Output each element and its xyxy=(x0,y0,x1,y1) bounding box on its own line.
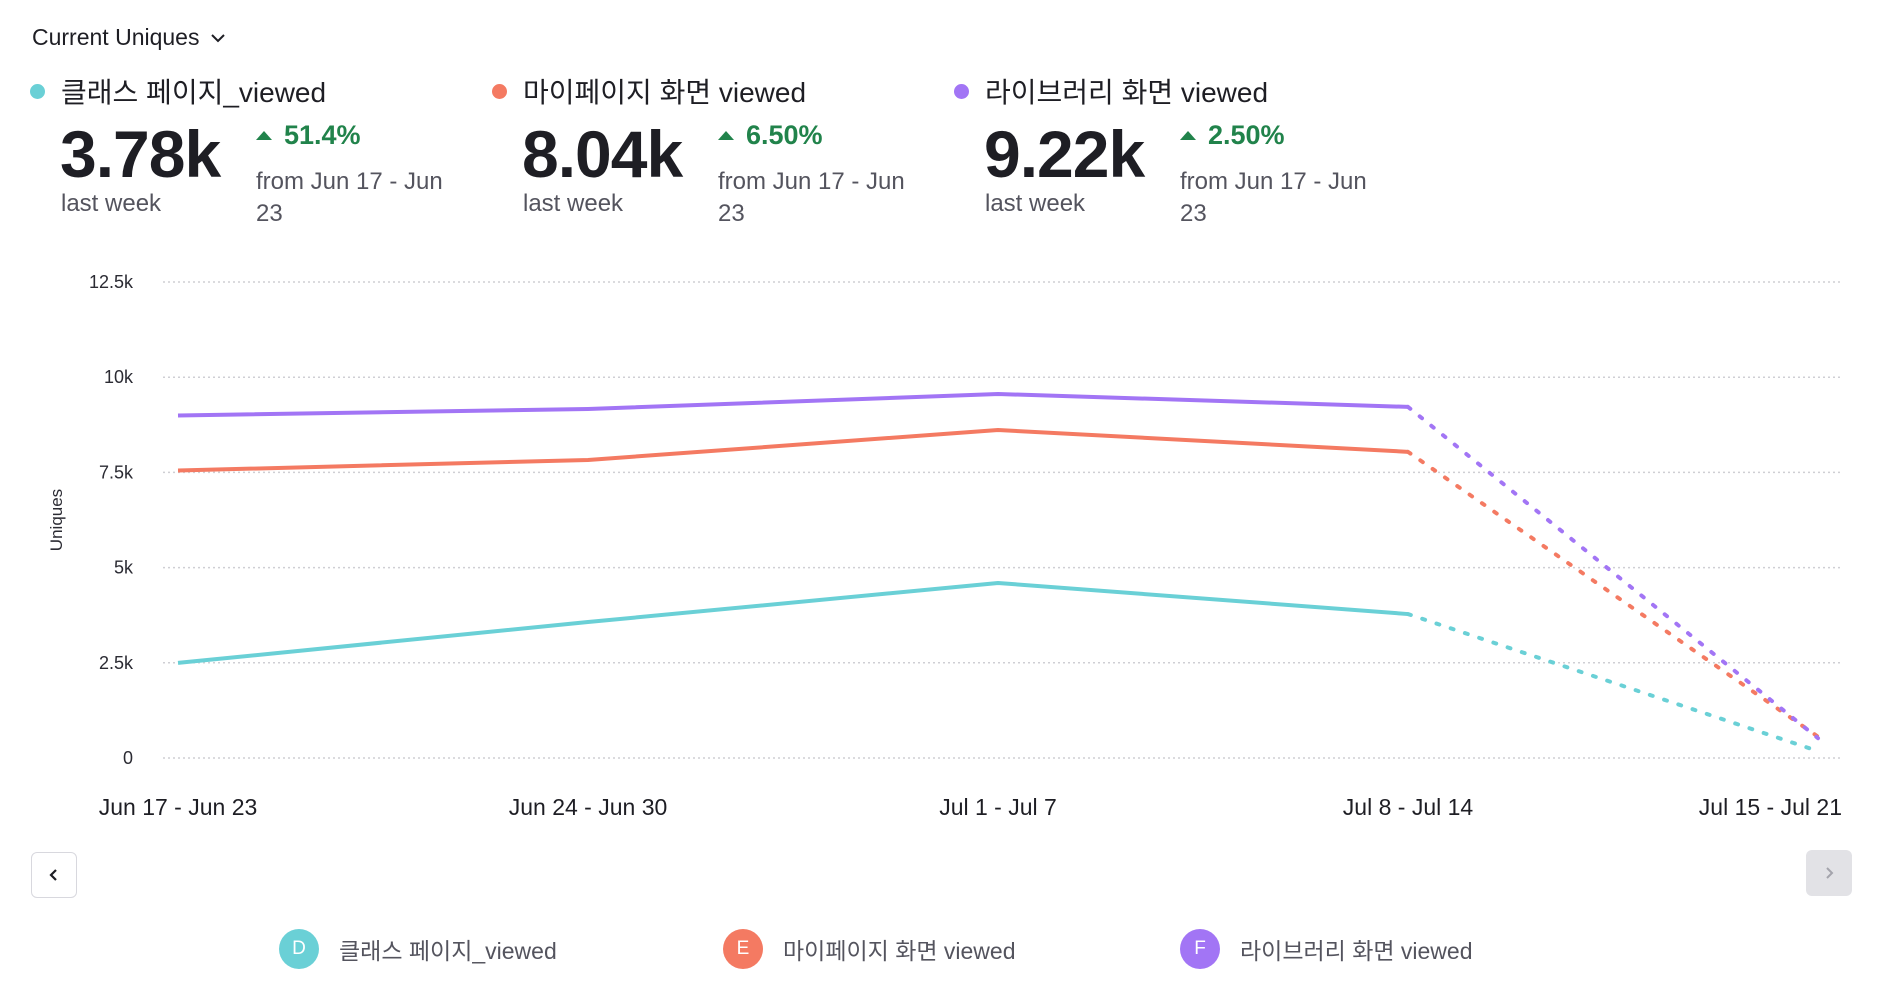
chevron-right-icon xyxy=(1826,867,1834,879)
series-f xyxy=(177,391,1820,741)
legend-item-class-page[interactable]: D 클래스 페이지_viewed xyxy=(279,929,557,969)
metric-selector-dropdown[interactable]: Current Uniques xyxy=(32,24,227,51)
y-tick-label: 7.5k xyxy=(99,462,134,482)
kpi-value: 9.22k xyxy=(984,117,1145,191)
chevron-left-icon xyxy=(49,869,57,881)
kpi-card-class-page: 클래스 페이지_viewed 3.78k last week 51.4% fro… xyxy=(28,68,468,264)
series-e xyxy=(177,428,1820,739)
y-axis-ticks: 0 2.5k 5k 7.5k 10k 12.5k xyxy=(89,272,134,768)
series-lines xyxy=(177,391,1820,754)
previous-page-button[interactable] xyxy=(31,852,77,898)
kpi-series-name: 라이브러리 화면 viewed xyxy=(985,77,1269,108)
line-chart: 0 2.5k 5k 7.5k 10k 12.5k Uniques Jun 17 - Jun… xyxy=(47,272,1842,820)
x-tick-label: Jun 24 - Jun 30 xyxy=(509,794,668,820)
kpi-delta-value: 6.50% xyxy=(746,120,823,150)
grid-lines xyxy=(163,281,1842,759)
kpi-delta-value: 2.50% xyxy=(1208,120,1285,150)
legend-label: 클래스 페이지_viewed xyxy=(339,938,557,964)
series-line-complete[interactable] xyxy=(177,428,1409,473)
kpi-comparison: from Jun 17 - Jun 23 xyxy=(718,168,905,227)
chevron-down-icon xyxy=(211,33,226,42)
legend-badge: E xyxy=(723,929,763,969)
series-line-incomplete[interactable] xyxy=(1406,449,1820,739)
series-color-dot xyxy=(954,83,969,99)
arrow-up-icon xyxy=(256,131,272,140)
series-color-dot xyxy=(492,83,507,99)
x-axis-ticks: Jun 17 - Jun 23 Jun 24 - Jun 30 Jul 1 - Ju… xyxy=(99,794,1842,820)
kpi-delta: 6.50% xyxy=(718,120,823,151)
y-tick-label: 2.5k xyxy=(99,653,134,673)
series-d xyxy=(177,580,1820,754)
kpi-value: 3.78k xyxy=(60,117,221,191)
kpi-card-mypage: 마이페이지 화면 viewed 8.04k last week 6.50% fr… xyxy=(490,68,930,264)
series-color-dot xyxy=(30,83,45,99)
kpi-value: 8.04k xyxy=(522,117,683,191)
legend-item-library[interactable]: F 라이브러리 화면 viewed xyxy=(1180,929,1473,969)
arrow-up-icon xyxy=(718,131,734,140)
metric-selector-label: Current Uniques xyxy=(32,24,200,50)
kpi-comparison: from Jun 17 - Jun 23 xyxy=(1180,168,1367,227)
y-tick-label: 5k xyxy=(114,558,134,578)
kpi-delta-value: 51.4% xyxy=(284,120,361,150)
y-tick-label: 10k xyxy=(104,367,134,387)
legend-badge: F xyxy=(1180,929,1220,969)
kpi-card-library: 라이브러리 화면 viewed 9.22k last week 2.50% fr… xyxy=(952,68,1392,264)
next-page-button[interactable] xyxy=(1806,850,1852,896)
legend-label: 마이페이지 화면 viewed xyxy=(783,938,1016,964)
kpi-series-name: 마이페이지 화면 viewed xyxy=(523,77,807,108)
x-tick-label: Jul 15 - Jul 21 xyxy=(1699,794,1842,820)
x-tick-label: Jun 17 - Jun 23 xyxy=(99,794,258,820)
kpi-delta: 51.4% xyxy=(256,120,361,151)
series-line-incomplete[interactable] xyxy=(1406,404,1820,741)
kpi-comparison: from Jun 17 - Jun 23 xyxy=(256,168,443,227)
x-tick-label: Jul 1 - Jul 7 xyxy=(939,794,1057,820)
series-line-complete[interactable] xyxy=(177,391,1409,418)
x-tick-label: Jul 8 - Jul 14 xyxy=(1343,794,1474,820)
y-tick-label: 0 xyxy=(123,748,133,768)
kpi-series-name: 클래스 페이지_viewed xyxy=(61,77,327,108)
kpi-period-label: last week xyxy=(985,190,1086,217)
series-line-complete[interactable] xyxy=(177,580,1409,665)
legend-badge: D xyxy=(279,929,319,969)
y-axis-title: Uniques xyxy=(47,489,66,551)
kpi-period-label: last week xyxy=(61,190,162,217)
series-line-incomplete[interactable] xyxy=(1406,612,1820,754)
kpi-delta: 2.50% xyxy=(1180,120,1285,151)
legend-item-mypage[interactable]: E 마이페이지 화면 viewed xyxy=(723,929,1016,969)
legend-label: 라이브러리 화면 viewed xyxy=(1240,938,1473,964)
arrow-up-icon xyxy=(1180,131,1196,140)
y-tick-label: 12.5k xyxy=(89,272,134,292)
kpi-period-label: last week xyxy=(523,190,624,217)
